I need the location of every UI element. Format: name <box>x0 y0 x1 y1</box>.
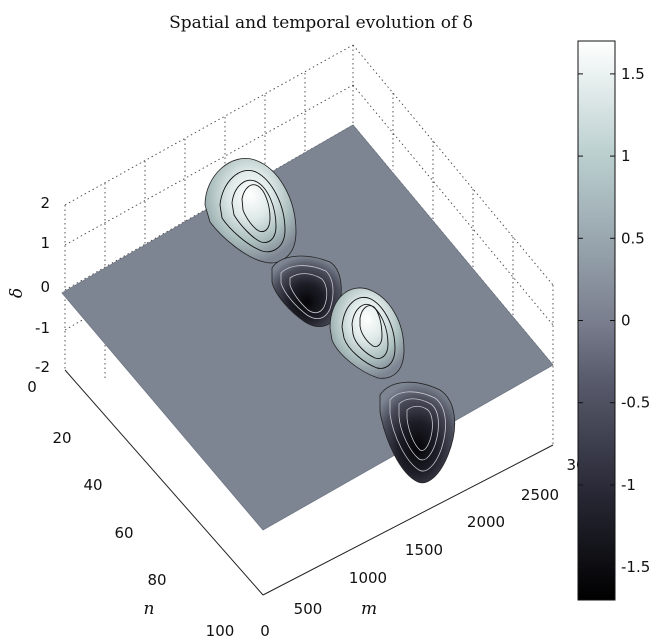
x-tick-label: 2500 <box>521 486 559 504</box>
colorbar-ticks: 1.5 1 0.5 0 -0.5 -1 -1.5 <box>578 65 650 576</box>
colorbar-tick-label: 1.5 <box>621 65 645 83</box>
front-axes <box>64 369 554 596</box>
x-axis-label: m <box>361 599 377 619</box>
x-tick-label: 2000 <box>467 513 505 531</box>
peak-2 <box>329 287 405 379</box>
y-axis-label: n <box>144 599 155 619</box>
y-tick-label: 20 <box>52 429 71 447</box>
z-ticks: 2 1 0 -1 -2 <box>35 194 50 376</box>
peak-1 <box>204 158 297 264</box>
y-tick-label: 40 <box>83 476 102 494</box>
z-tick-label: -2 <box>35 358 50 376</box>
trough-2 <box>379 381 455 484</box>
chart-title: Spatial and temporal evolution of δ <box>169 13 473 33</box>
colorbar-tick-label: -1 <box>621 476 636 494</box>
x-ticks: 0 500 1000 1500 2000 2500 30 <box>260 456 585 640</box>
surface-features <box>204 158 455 484</box>
colorbar-tick-label: -0.5 <box>621 394 650 412</box>
x-tick-label: 1500 <box>405 541 443 559</box>
x-tick-label: 500 <box>294 600 323 618</box>
colorbar-bar <box>577 40 616 601</box>
y-tick-label: 80 <box>147 571 166 589</box>
y-tick-label: 60 <box>114 524 133 542</box>
z-tick-label: 0 <box>40 278 50 296</box>
y-ticks: 0 20 40 60 80 100 <box>27 378 234 640</box>
colorbar-tick-label: 1 <box>621 147 631 165</box>
surface-plane <box>61 124 554 531</box>
colorbar-tick-label: 0.5 <box>621 229 645 247</box>
colorbar-tick-label: 0 <box>621 312 631 330</box>
z-axis-label: δ <box>7 288 27 298</box>
y-tick-label: 100 <box>206 622 235 640</box>
z-tick-label: -1 <box>35 319 50 337</box>
z-tick-label: 2 <box>40 194 50 212</box>
x-tick-label: 1000 <box>349 569 387 587</box>
z-tick-label: 1 <box>40 234 50 252</box>
colorbar-tick-label: -1.5 <box>621 558 650 576</box>
x-tick-label: 0 <box>260 622 270 640</box>
y-tick-label: 0 <box>27 378 37 396</box>
colorbar: 1.5 1 0.5 0 -0.5 -1 -1.5 <box>577 40 650 601</box>
